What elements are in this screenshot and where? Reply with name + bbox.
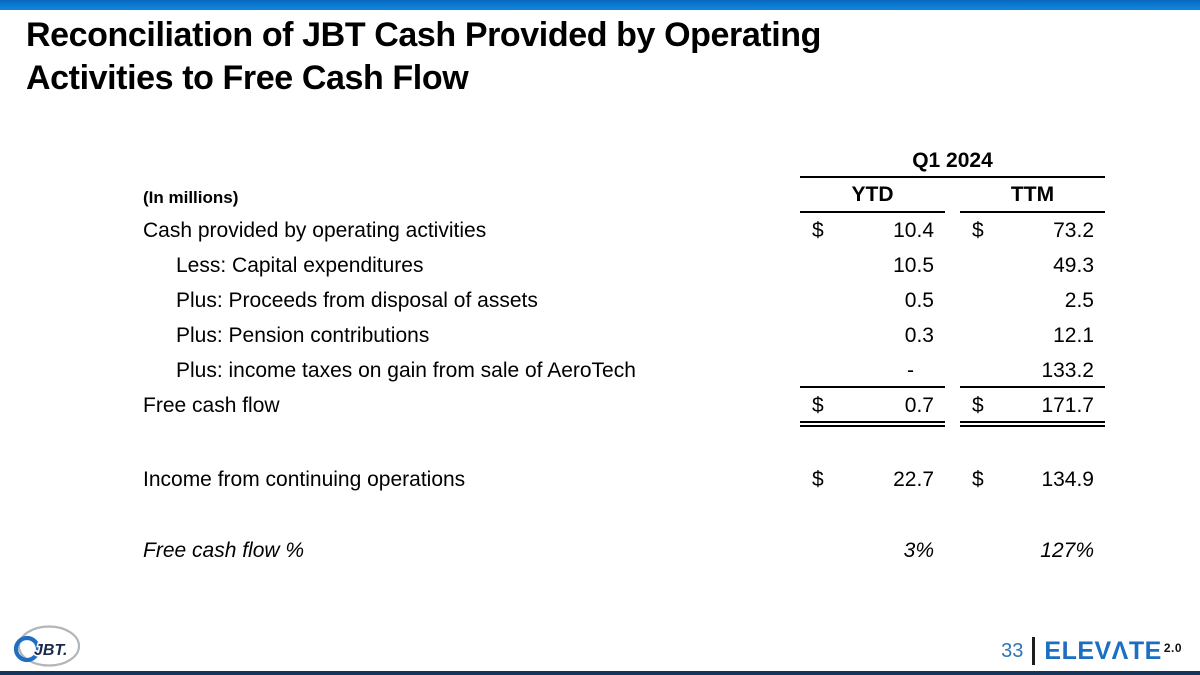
ytd-cell: $ 10.4 (800, 213, 945, 248)
ttm-value: 134.9 (1041, 468, 1094, 491)
column-header-row: (In millions) YTD TTM (143, 178, 1105, 213)
svg-text:JBT.: JBT. (34, 642, 67, 659)
ttm-value: 133.2 (1041, 359, 1094, 382)
footer-divider (1032, 637, 1036, 665)
ytd-cell: - (800, 353, 945, 388)
units-label: (In millions) (143, 188, 239, 207)
bottom-accent-bar (0, 671, 1200, 675)
ttm-cell: 133.2 (960, 353, 1105, 388)
table-row-fcf-percent: Free cash flow % 3% 127% (143, 533, 1105, 568)
slide-title-line2: Activities to Free Cash Flow (26, 59, 469, 97)
ttm-cell: 12.1 (960, 318, 1105, 353)
ttm-value: 127% (1040, 539, 1094, 562)
top-accent-bar (0, 0, 1200, 10)
ttm-cell: 127% (960, 533, 1105, 568)
footer-brand-block: 33 ELEVΛTE 2.0 (1001, 637, 1182, 665)
ytd-value: 0.7 (904, 394, 934, 417)
currency-symbol: $ (972, 219, 984, 242)
period-header: Q1 2024 (800, 146, 1105, 178)
row-label: Plus: Pension contributions (176, 324, 430, 347)
ttm-cell: 49.3 (960, 248, 1105, 283)
table-row-operating-cash: Cash provided by operating activities $ … (143, 213, 1105, 248)
ytd-value: 0.5 (904, 289, 934, 312)
ttm-value: 49.3 (1053, 254, 1094, 277)
ttm-value: 73.2 (1053, 219, 1094, 242)
ytd-cell: 3% (800, 533, 945, 568)
ytd-cell: 0.3 (800, 318, 945, 353)
ttm-cell: 2.5 (960, 283, 1105, 318)
ytd-cell: 10.5 (800, 248, 945, 283)
row-label: Plus: income taxes on gain from sale of … (176, 359, 636, 382)
ttm-value: 171.7 (1041, 394, 1094, 417)
jbt-logo-icon: JBT. (13, 625, 81, 667)
ytd-cell: $ 22.7 (800, 462, 945, 497)
currency-symbol: $ (812, 394, 824, 417)
ytd-value: 10.4 (893, 219, 934, 242)
ytd-value: 10.5 (893, 254, 934, 277)
row-label: Less: Capital expenditures (176, 254, 424, 277)
page-number: 33 (1001, 639, 1024, 662)
table-row-pension: Plus: Pension contributions 0.3 12.1 (143, 318, 1105, 353)
ytd-value: 3% (903, 539, 934, 562)
row-label: Free cash flow (143, 394, 280, 417)
ttm-cell: $ 171.7 (960, 388, 1105, 427)
ytd-value: - (907, 359, 914, 382)
jbt-logo: JBT. (12, 623, 82, 675)
ttm-cell: $ 134.9 (960, 462, 1105, 497)
row-label: Plus: Proceeds from disposal of assets (176, 289, 538, 312)
elevate-version: 2.0 (1163, 641, 1182, 655)
currency-symbol: $ (972, 394, 984, 417)
slide-title-line1: Reconciliation of JBT Cash Provided by O… (26, 16, 822, 54)
table-row-aerotech-taxes: Plus: income taxes on gain from sale of … (143, 353, 1105, 388)
elevate-wordmark: ELEVΛTE 2.0 (1044, 637, 1182, 665)
table-row-free-cash-flow: Free cash flow $ 0.7 $ 171.7 (143, 388, 1105, 427)
ytd-cell: 0.5 (800, 283, 945, 318)
currency-symbol: $ (812, 219, 824, 242)
row-label: Cash provided by operating activities (143, 219, 487, 242)
ttm-cell: $ 73.2 (960, 213, 1105, 248)
ttm-value: 2.5 (1064, 289, 1094, 312)
row-label: Free cash flow % (143, 539, 305, 562)
table-row-capex: Less: Capital expenditures 10.5 49.3 (143, 248, 1105, 283)
currency-symbol: $ (812, 468, 824, 491)
column-header-ttm: TTM (960, 178, 1105, 213)
slide-title: Reconciliation of JBT Cash Provided by O… (26, 14, 1126, 100)
table-row-disposal-proceeds: Plus: Proceeds from disposal of assets 0… (143, 283, 1105, 318)
row-label: Income from continuing operations (143, 468, 466, 491)
currency-symbol: $ (972, 468, 984, 491)
column-header-ytd: YTD (800, 178, 945, 213)
ttm-value: 12.1 (1053, 324, 1094, 347)
ytd-value: 0.3 (904, 324, 934, 347)
ytd-value: 22.7 (893, 468, 934, 491)
period-header-row: Q1 2024 (143, 146, 1105, 178)
column-gap (945, 178, 960, 213)
table-row-continuing-income: Income from continuing operations $ 22.7… (143, 462, 1105, 497)
ytd-cell: $ 0.7 (800, 388, 945, 427)
reconciliation-table: Q1 2024 (In millions) YTD TTM Cash provi… (143, 146, 1105, 568)
